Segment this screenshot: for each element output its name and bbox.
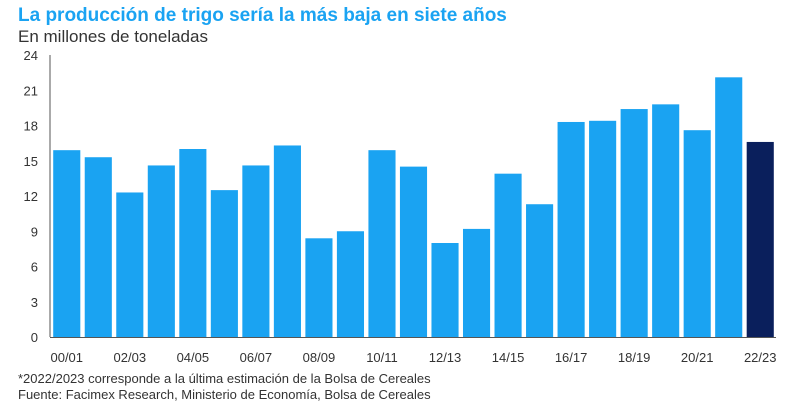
- y-tick-label: 21: [24, 83, 38, 98]
- bar-13-14: [462, 228, 491, 337]
- x-tick-label: 08/09: [303, 350, 336, 365]
- y-tick-label: 12: [24, 189, 38, 204]
- bar-17-18: [589, 120, 617, 337]
- y-tick-label: 3: [31, 295, 38, 310]
- bar-15-16: [526, 204, 554, 337]
- bar-04-05: [179, 149, 207, 337]
- bar-21-22: [715, 77, 743, 337]
- x-tick-label: 18/19: [618, 350, 651, 365]
- x-tick-label: 06/07: [240, 350, 273, 365]
- bar-18-19: [620, 109, 648, 337]
- bar-16-17: [557, 121, 585, 337]
- bar-03-04: [147, 165, 175, 337]
- y-tick-label: 24: [24, 48, 38, 63]
- x-tick-label: 22/23: [744, 350, 777, 365]
- bar-20-21: [683, 130, 711, 337]
- x-tick-label: 02/03: [114, 350, 147, 365]
- bar-11-12: [399, 166, 428, 337]
- chart-subtitle: En millones de toneladas: [18, 27, 208, 46]
- bar-14-15: [494, 173, 522, 337]
- x-tick-label: 04/05: [177, 350, 210, 365]
- x-tick-label: 00/01: [50, 350, 83, 365]
- y-tick-label: 0: [31, 330, 38, 345]
- bar-05-06: [210, 190, 238, 337]
- bar-00-01: [53, 150, 81, 337]
- x-tick-label: 10/11: [366, 350, 398, 365]
- bar-08-09: [305, 238, 333, 337]
- y-tick-label: 18: [24, 119, 38, 134]
- bar-02-03: [116, 192, 144, 337]
- x-tick-label: 14/15: [492, 350, 525, 365]
- source-note: Fuente: Facimex Research, Ministerio de …: [18, 387, 431, 402]
- bar-06-07: [242, 165, 270, 337]
- y-tick-label: 9: [31, 224, 38, 239]
- y-tick-label: 6: [31, 260, 38, 275]
- bar-10-11: [368, 150, 396, 337]
- chart-title: La producción de trigo sería la más baja…: [18, 5, 507, 26]
- y-tick-label: 15: [24, 154, 38, 169]
- x-tick-label: 20/21: [681, 350, 714, 365]
- bar-01-02: [84, 157, 112, 337]
- x-tick-label: 16/17: [555, 350, 588, 365]
- footnote: *2022/2023 corresponde a la última estim…: [18, 371, 431, 386]
- bar-19-20: [652, 104, 680, 337]
- bar-07-08: [273, 145, 301, 337]
- bar-09-10: [336, 231, 365, 337]
- bar-22-23: [746, 141, 774, 337]
- x-tick-label: 12/13: [429, 350, 462, 365]
- bar-12-13: [431, 243, 459, 337]
